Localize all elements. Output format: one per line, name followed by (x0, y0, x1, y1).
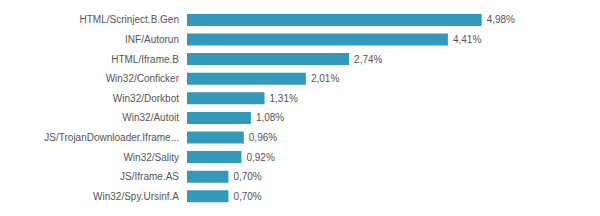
svg-text:0,70%: 0,70% (233, 191, 261, 202)
svg-text:Win32/Dorkbot: Win32/Dorkbot (113, 93, 179, 104)
svg-text:Win32/Autoit: Win32/Autoit (122, 112, 179, 123)
svg-text:JS/TrojanDownloader.Iframe...: JS/TrojanDownloader.Iframe... (44, 132, 179, 143)
svg-text:0,70%: 0,70% (233, 171, 261, 182)
svg-text:0,92%: 0,92% (246, 152, 274, 163)
svg-text:4,41%: 4,41% (453, 34, 481, 45)
svg-text:HTML/Iframe.B: HTML/Iframe.B (111, 54, 179, 65)
svg-text:HTML/Scrinject.B.Gen: HTML/Scrinject.B.Gen (80, 14, 179, 25)
svg-text:INF/Autorun: INF/Autorun (125, 34, 179, 45)
svg-text:Win32/Spy.Ursinf.A: Win32/Spy.Ursinf.A (93, 191, 179, 202)
svg-text:Win32/Sality: Win32/Sality (123, 152, 179, 163)
svg-text:2,74%: 2,74% (354, 54, 382, 65)
svg-text:4,98%: 4,98% (487, 14, 515, 25)
svg-text:2,01%: 2,01% (311, 73, 339, 84)
svg-text:JS/Iframe.AS: JS/Iframe.AS (120, 171, 179, 182)
svg-text:0,96%: 0,96% (249, 132, 277, 143)
svg-text:1,31%: 1,31% (270, 93, 298, 104)
svg-text:Win32/Conficker: Win32/Conficker (106, 73, 180, 84)
svg-text:1,08%: 1,08% (256, 112, 284, 123)
